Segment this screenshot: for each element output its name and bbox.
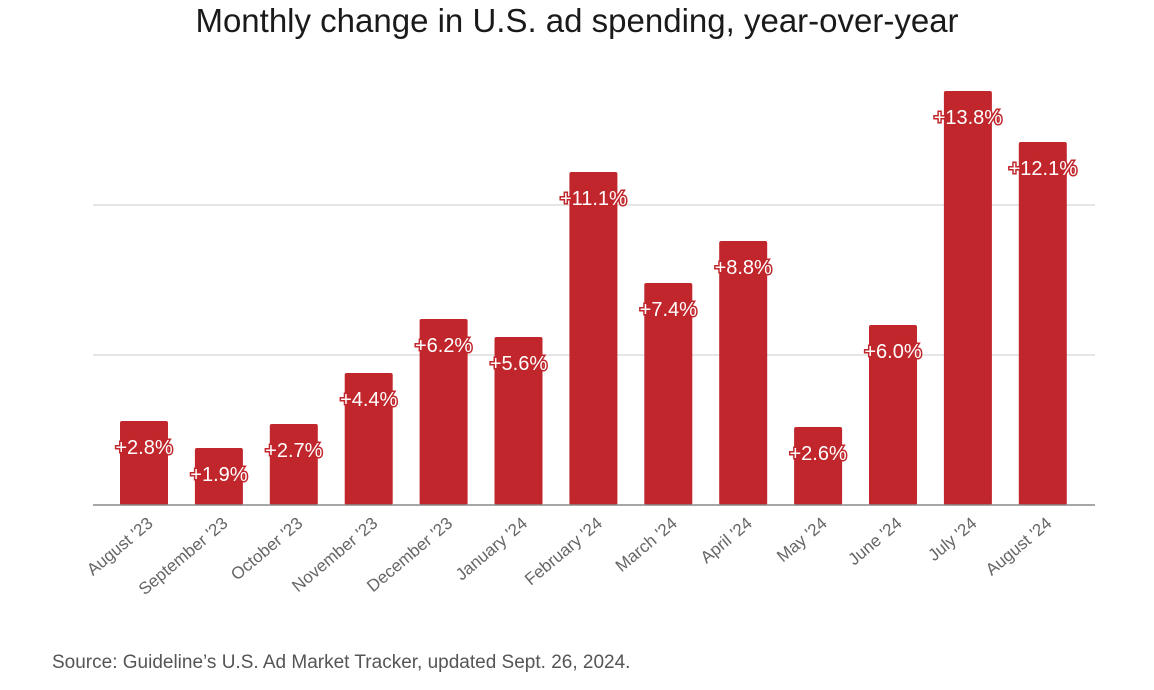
x-tick-label: August '23 <box>83 514 156 580</box>
bars <box>120 91 1067 505</box>
data-label: +2.6% <box>789 443 846 465</box>
x-tick-label: June '24 <box>845 514 906 570</box>
data-label: +8.8% <box>715 257 772 279</box>
bar <box>344 373 393 505</box>
bar <box>569 172 618 505</box>
bar <box>120 421 168 505</box>
data-label: +11.1% <box>560 188 627 210</box>
bar <box>494 337 543 505</box>
bar <box>943 91 992 505</box>
bar <box>794 427 843 505</box>
bar <box>644 283 693 505</box>
data-label: +1.9% <box>190 464 247 486</box>
bar <box>719 241 768 505</box>
data-labels: +2.8% +1.9% +2.7% +4.4% +6.2% +5.6% +11.1% +7.4… <box>114 106 1079 488</box>
x-tick-label: March '24 <box>612 514 681 576</box>
bar <box>1018 142 1067 505</box>
bar-chart: +2.8% +1.9% +2.7% +4.4% +6.2% +5.6% +11.1% +7.4… <box>83 91 1095 599</box>
x-tick-label: August '24 <box>982 514 1055 580</box>
x-tick-label: October '23 <box>227 514 306 585</box>
data-label: +6.0% <box>864 341 921 363</box>
data-label: +2.8% <box>115 437 172 459</box>
data-label: +4.4% <box>340 389 397 411</box>
bar <box>419 319 468 505</box>
x-tick-label: May '24 <box>773 514 830 566</box>
data-label: +12.1% <box>1009 158 1078 180</box>
bar <box>869 325 917 505</box>
bar <box>194 448 243 505</box>
x-tick-label: February '24 <box>521 514 606 590</box>
x-tick-label: July '24 <box>925 514 981 565</box>
data-label: +7.4% <box>640 299 697 321</box>
source-note: Source: Guideline’s U.S. Ad Market Track… <box>52 652 631 673</box>
x-tick-label: April '24 <box>697 514 756 568</box>
data-label: +2.7% <box>265 440 322 462</box>
chart-title: Monthly change in U.S. ad spending, year… <box>195 2 959 39</box>
data-label: +5.6% <box>490 353 547 375</box>
data-label: +13.8% <box>934 107 1003 129</box>
data-label: +6.2% <box>415 335 472 357</box>
x-tick-label: January '24 <box>452 514 531 585</box>
bar <box>269 424 318 505</box>
